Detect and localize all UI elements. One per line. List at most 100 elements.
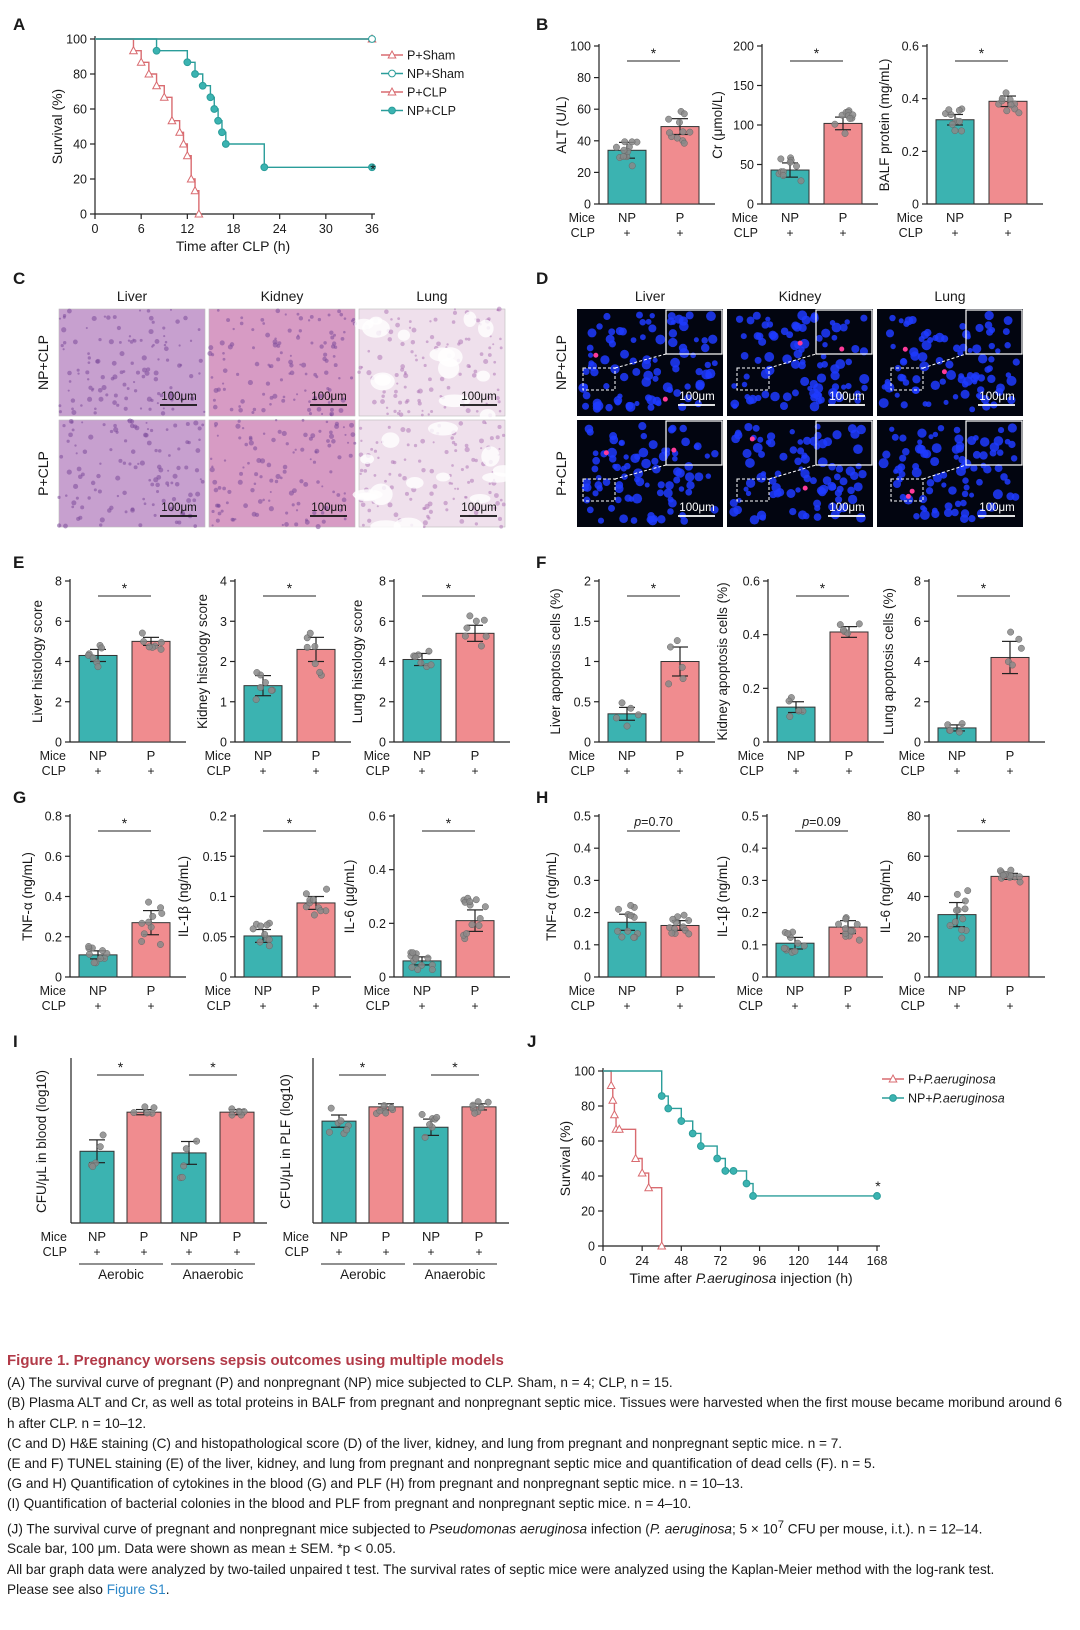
- nucleus: [381, 394, 385, 399]
- scale-bar-label: 100μm: [161, 391, 196, 403]
- dapi-nucleus: [943, 508, 953, 518]
- y-tick-label: 20: [577, 166, 591, 180]
- dapi-nucleus: [690, 352, 696, 359]
- nucleus: [247, 380, 253, 386]
- dapi-nucleus: [984, 321, 993, 330]
- nucleus: [168, 454, 171, 457]
- y-tick-label: 4: [220, 575, 227, 589]
- y-axis-title: Lung histology score: [350, 600, 365, 724]
- nucleus: [178, 344, 181, 347]
- x-title-part: Time after: [629, 1270, 695, 1286]
- dapi-nucleus: [753, 332, 762, 340]
- dapi-nucleus: [911, 467, 922, 478]
- clp-plus: +: [427, 1245, 434, 1259]
- nucleus: [498, 409, 502, 413]
- nucleus: [203, 410, 206, 413]
- y-axis-title: TNF-α (ng/mL): [20, 852, 35, 941]
- nucleus: [247, 461, 250, 465]
- figure-s1-link[interactable]: Figure S1: [106, 1581, 166, 1597]
- y-axis-title: CFU/μL in blood (log10): [34, 1070, 49, 1213]
- nucleus: [285, 442, 289, 446]
- nucleus: [445, 508, 449, 512]
- mice-row-label: Mice: [364, 984, 390, 998]
- nucleus: [237, 419, 241, 423]
- nucleus: [254, 472, 259, 477]
- nucleus: [60, 344, 64, 348]
- nucleus: [127, 339, 131, 342]
- data-point: [795, 707, 803, 715]
- dapi-nucleus: [944, 502, 953, 511]
- data-point: [311, 642, 319, 650]
- category-label: P: [676, 210, 685, 225]
- dapi-nucleus: [675, 468, 685, 478]
- nucleus: [157, 449, 162, 453]
- nucleus: [464, 446, 470, 453]
- dapi-nucleus: [893, 480, 902, 489]
- data-point: [679, 675, 687, 683]
- nucleus: [133, 465, 138, 470]
- nucleus: [497, 516, 503, 521]
- dapi-nucleus: [742, 448, 752, 458]
- data-point: [948, 120, 956, 128]
- nucleus: [309, 458, 312, 461]
- nucleus: [159, 393, 164, 398]
- nucleus: [413, 443, 418, 448]
- dapi-nucleus: [582, 391, 591, 400]
- dapi-nucleus: [779, 452, 788, 461]
- nucleus: [173, 423, 178, 428]
- nucleus: [112, 315, 117, 320]
- y-tick-label: 0.6: [902, 40, 919, 54]
- caption-line-i: (I) Quantification of bacterial colonies…: [7, 1496, 692, 1512]
- nucleus: [138, 309, 142, 312]
- alveolus: [370, 520, 401, 533]
- y-tick-label: 40: [581, 1170, 595, 1184]
- panel-letter-h: H: [536, 788, 548, 807]
- bar-np: [79, 1150, 115, 1224]
- data-point: [143, 1109, 151, 1117]
- data-point: [628, 138, 636, 146]
- mice-row-label: Mice: [737, 984, 763, 998]
- dapi-nucleus: [708, 334, 718, 344]
- nucleus: [357, 370, 361, 374]
- dapi-nucleus: [995, 387, 1004, 397]
- scale-bar-label: 100μm: [979, 391, 1014, 403]
- nucleus: [67, 308, 72, 314]
- dapi-nucleus: [816, 362, 824, 369]
- nucleus: [323, 505, 329, 511]
- dapi-nucleus: [943, 399, 949, 405]
- data-point: [325, 1128, 333, 1136]
- nucleus: [162, 326, 166, 330]
- nucleus: [98, 338, 102, 342]
- nucleus: [394, 389, 398, 394]
- nucleus: [128, 335, 132, 338]
- data-point: [855, 936, 863, 944]
- nucleus: [331, 439, 336, 444]
- clp-row-label: CLP: [899, 226, 923, 240]
- y-tick-label: 40: [907, 890, 921, 904]
- caption-line-gh: (G and H) Quantification of cytokines in…: [7, 1476, 744, 1492]
- caption-j-italic-2: P. aeruginosa: [649, 1521, 732, 1537]
- y-tick-label: 0.4: [902, 92, 919, 106]
- data-point: [780, 944, 788, 952]
- nucleus: [63, 523, 68, 529]
- y-tick-label: 50: [740, 158, 754, 172]
- dapi-nucleus: [764, 365, 775, 376]
- nucleus: [332, 354, 336, 358]
- nucleus: [197, 328, 201, 331]
- nucleus: [67, 370, 72, 376]
- nucleus: [469, 478, 474, 483]
- panel-letter-j: J: [527, 1032, 536, 1051]
- data-point: [421, 1133, 429, 1141]
- mice-row-label: Mice: [283, 1230, 309, 1244]
- nucleus: [153, 513, 157, 517]
- nucleus: [103, 315, 107, 318]
- y-tick-label: 0.1: [574, 938, 591, 952]
- significance-star: *: [287, 815, 293, 831]
- nucleus: [304, 519, 310, 525]
- nucleus: [133, 389, 138, 393]
- dapi-nucleus: [791, 321, 800, 330]
- clp-row-label: CLP: [739, 999, 763, 1013]
- dapi-nucleus: [668, 498, 677, 508]
- nucleus: [395, 322, 400, 328]
